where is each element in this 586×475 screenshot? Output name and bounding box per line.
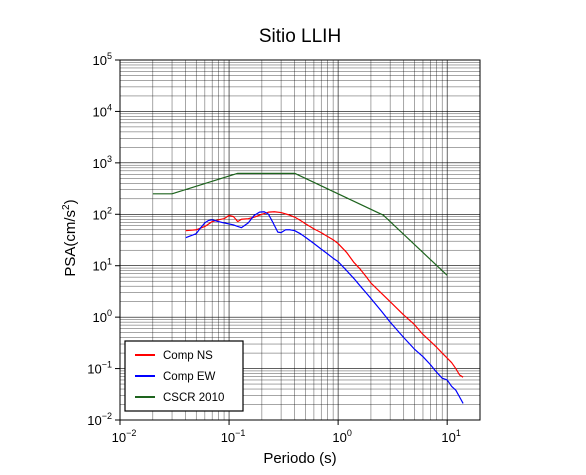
y-tick-label: 103 bbox=[93, 154, 112, 171]
series-group bbox=[152, 172, 464, 404]
axis-ticks: 10−2 10−1 100 101 10−2 10−1 100 101 102 103 104 105 bbox=[87, 51, 461, 445]
y-axis-label-exponent: 2 bbox=[61, 204, 72, 210]
chart-title: Sitio LLIH bbox=[259, 26, 341, 47]
legend-label: Comp NS bbox=[163, 350, 213, 362]
y-tick-label: 10−1 bbox=[87, 360, 112, 377]
plot-frame bbox=[119, 59, 481, 421]
y-tick-label: 100 bbox=[93, 308, 112, 325]
y-axis-label-close: ) bbox=[62, 199, 79, 204]
series-line-cscr-2010 bbox=[152, 172, 448, 276]
series-line-comp-ns bbox=[185, 211, 464, 378]
x-axis-label: Periodo (s) bbox=[263, 450, 336, 467]
y-axis-label-base: PSA(cm/s bbox=[62, 210, 79, 277]
x-tick-label: 101 bbox=[441, 428, 460, 445]
y-tick-label: 104 bbox=[93, 102, 112, 119]
y-axis-label: PSA(cm/s2) bbox=[61, 199, 79, 276]
series-line-comp-ew bbox=[185, 211, 464, 404]
y-tick-label: 10−2 bbox=[87, 411, 112, 428]
grid bbox=[119, 59, 481, 421]
legend-label: CSCR 2010 bbox=[163, 392, 224, 404]
y-tick-label: 101 bbox=[93, 257, 112, 274]
y-tick-label: 105 bbox=[93, 51, 112, 68]
legend-label: Comp EW bbox=[163, 371, 216, 383]
legend: Comp NS Comp EW CSCR 2010 bbox=[124, 340, 244, 412]
x-tick-label: 100 bbox=[332, 428, 351, 445]
x-tick-label: 10−2 bbox=[112, 428, 137, 445]
x-tick-label: 10−1 bbox=[221, 428, 246, 445]
y-tick-label: 102 bbox=[93, 205, 112, 222]
